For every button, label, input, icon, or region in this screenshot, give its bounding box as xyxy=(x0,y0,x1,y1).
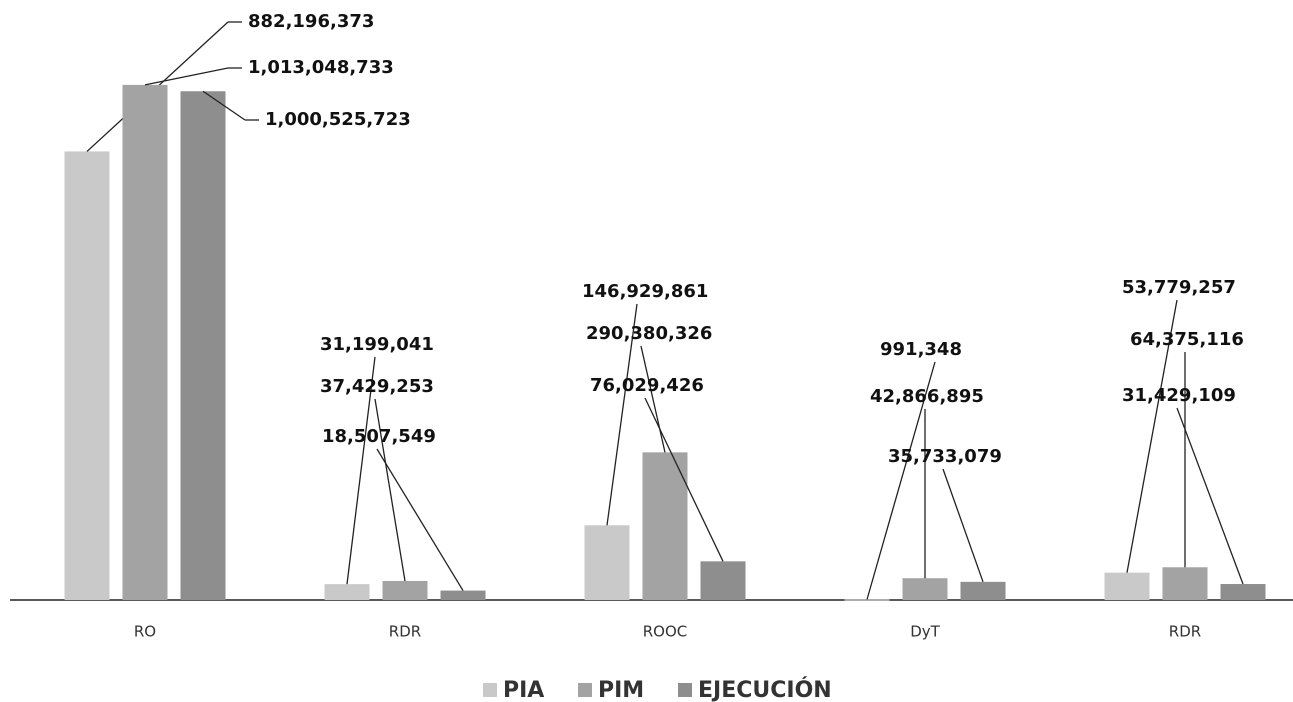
bar xyxy=(440,590,486,600)
bar xyxy=(960,581,1006,600)
bar xyxy=(700,561,746,600)
data-label: 64,375,116 xyxy=(1130,329,1244,350)
bar xyxy=(1162,567,1208,600)
bar xyxy=(1220,584,1266,600)
data-label: 31,429,109 xyxy=(1122,385,1236,406)
leader-line xyxy=(1126,299,1178,573)
leader-line xyxy=(866,361,936,600)
bar xyxy=(902,578,948,600)
bar xyxy=(382,580,428,600)
legend-swatch xyxy=(678,683,692,697)
data-label: 42,866,895 xyxy=(870,386,984,407)
x-tick-label: RDR xyxy=(389,623,421,641)
data-label: 991,348 xyxy=(880,339,962,360)
leader-line xyxy=(346,356,376,585)
leader-line xyxy=(1176,407,1244,585)
data-label: 146,929,861 xyxy=(582,281,708,302)
x-tick-label: RDR xyxy=(1169,623,1201,641)
bar xyxy=(122,84,168,600)
data-label: 18,507,549 xyxy=(322,426,436,447)
data-label: 1,013,048,733 xyxy=(248,57,394,78)
data-label: 882,196,373 xyxy=(248,11,374,32)
legend-label: PIA xyxy=(503,678,544,702)
leader-line xyxy=(640,345,666,453)
data-label: 53,779,257 xyxy=(1122,277,1236,298)
legend-label: EJECUCIÓN xyxy=(698,677,832,702)
legend-swatch xyxy=(483,683,497,697)
leader-line xyxy=(606,303,638,526)
bar xyxy=(180,91,226,600)
leader-line xyxy=(202,90,246,121)
x-tick-label: ROOC xyxy=(643,623,688,641)
leader-line xyxy=(374,398,406,582)
leader-line xyxy=(644,397,724,562)
data-label: 290,380,326 xyxy=(586,323,712,344)
leader-line xyxy=(144,67,229,86)
x-tick-label: DyT xyxy=(910,623,940,641)
data-label: 37,429,253 xyxy=(320,376,434,397)
data-label: 76,029,426 xyxy=(590,375,704,396)
data-label: 35,733,079 xyxy=(888,446,1002,467)
bar xyxy=(584,525,630,600)
leader-line xyxy=(942,468,984,583)
bar xyxy=(324,584,370,600)
legend-swatch xyxy=(578,683,592,697)
x-tick-label: RO xyxy=(134,623,156,641)
bar xyxy=(642,452,688,600)
data-label: 31,199,041 xyxy=(320,334,434,355)
bar xyxy=(1104,572,1150,600)
legend-label: PIM xyxy=(598,678,644,702)
bar xyxy=(64,151,110,600)
data-label: 1,000,525,723 xyxy=(265,109,411,130)
leader-line xyxy=(376,448,464,591)
bar xyxy=(844,599,890,601)
